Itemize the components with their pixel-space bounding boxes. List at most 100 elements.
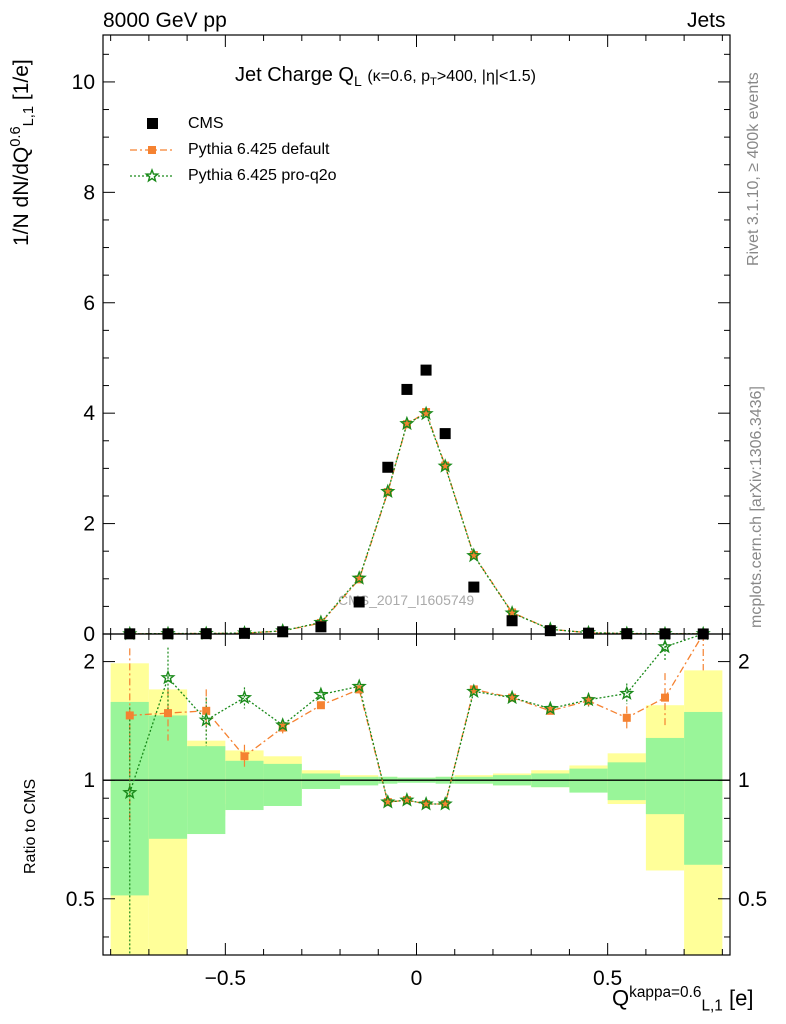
ratio-marker-proq2o <box>198 712 214 727</box>
x-tick-label: −0.5 <box>205 967 246 990</box>
ratio-marker-proq2o <box>619 685 635 700</box>
ratio-marker-default <box>622 713 631 722</box>
marker-cms <box>353 596 365 608</box>
title-cond-1: (κ=0.6, p <box>367 68 431 85</box>
ratio-marker-default <box>202 706 211 715</box>
ratio-marker-proq2o <box>380 794 396 809</box>
y-tick-label-main: 6 <box>83 292 95 315</box>
y-tick-label-ratio: 1 <box>83 769 95 792</box>
marker-default <box>402 420 411 429</box>
x-tick-label: 0.5 <box>593 967 622 990</box>
marker-default <box>508 608 517 617</box>
marker-proq2o <box>351 570 367 585</box>
ratio-marker-proq2o <box>351 678 367 693</box>
marker-proq2o <box>380 483 396 498</box>
x-axis-label: Qkappa=0.6L,1 [e] <box>612 984 753 1016</box>
ratio-marker-default <box>125 711 134 720</box>
ratio-marker-proq2o <box>657 638 673 654</box>
header-process: Jets <box>687 9 726 32</box>
band-inner-bin <box>645 737 685 815</box>
ratio-marker-default <box>441 800 450 809</box>
series-line-proq2o <box>129 412 704 635</box>
marker-proq2o <box>418 405 434 421</box>
marker-cms <box>420 364 432 376</box>
header-energy: 8000 GeV pp <box>103 9 227 32</box>
ratio-marker-proq2o <box>418 795 434 811</box>
ratio-marker-default <box>469 685 478 694</box>
legend-symbol-cms <box>147 118 158 129</box>
marker-default <box>469 551 478 560</box>
ratio-marker-proq2o <box>160 669 176 685</box>
legend-label-proq2o: Pythia 6.425 pro-q2o <box>188 167 337 184</box>
y-tick-label-main: 0 <box>83 623 95 646</box>
band-inner-bin <box>187 746 226 835</box>
x-label-a: Q <box>612 985 630 1011</box>
ratio-marker-default <box>661 693 670 702</box>
marker-cms <box>506 615 518 627</box>
marker-default <box>441 461 450 470</box>
legend-symbol-proq2o <box>144 168 160 183</box>
marker-cms <box>277 626 289 638</box>
ratio-marker-default <box>240 752 249 761</box>
marker-cms <box>238 627 250 639</box>
x-tick-label: 0 <box>411 967 423 990</box>
marker-cms <box>382 461 394 473</box>
marker-proq2o <box>466 547 482 563</box>
title-main-sub: L <box>353 73 362 89</box>
ratio-marker-default <box>316 701 325 710</box>
band-inner-bin <box>225 760 264 811</box>
ratio-marker-proq2o <box>437 796 453 811</box>
marker-cms <box>583 627 595 639</box>
y-tick-label-main: 2 <box>83 513 95 536</box>
ratio-marker-proq2o <box>275 717 291 732</box>
x-label-sub: L,1 <box>701 997 723 1015</box>
ratio-marker-default <box>584 696 593 705</box>
marker-default <box>383 488 392 497</box>
title-cond: (κ=0.6, pT>400, |η|<1.5) <box>367 68 536 88</box>
y-tick-label-main: 8 <box>83 181 95 204</box>
analysis-watermark: CMS_2017_I1605749 <box>338 592 475 608</box>
marker-default <box>422 408 431 417</box>
ratio-line-default <box>129 633 704 805</box>
band-inner-bin <box>263 763 302 806</box>
ratio-marker-proq2o <box>580 691 597 707</box>
y-tick-label-ratio: 2 <box>83 651 95 674</box>
title-cond-2: >400, |η|<1.5) <box>436 68 536 85</box>
ratio-marker-proq2o <box>466 683 482 698</box>
y-tick-label-ratio: 0.5 <box>66 888 95 911</box>
ratio-marker-default <box>383 798 392 807</box>
band-inner-bin <box>340 776 379 786</box>
marker-cms <box>439 428 451 440</box>
ratio-marker-default <box>422 800 431 809</box>
y-tick-label-main: 10 <box>72 71 95 94</box>
marker-proq2o <box>399 415 415 431</box>
y-tick-label-ratio-right: 2 <box>738 651 750 674</box>
plot-title: Jet Charge QL (κ=0.6, pT>400, |η|<1.5) <box>235 64 536 89</box>
x-label-b: [e] <box>722 985 754 1011</box>
ratio-marker-proq2o <box>399 792 415 807</box>
band-inner-bin <box>301 773 341 789</box>
marker-cms <box>315 621 327 633</box>
band-inner-bin <box>607 762 646 801</box>
marker-cms <box>544 625 556 637</box>
ratio-marker-default <box>402 796 411 805</box>
y-tick-label-main: 4 <box>83 402 95 425</box>
ratio-marker-proq2o <box>236 689 253 705</box>
ratio-marker-proq2o <box>504 689 520 705</box>
legend-label-cms: CMS <box>188 115 224 132</box>
marker-default <box>355 575 364 584</box>
band-inner-bin <box>684 711 723 865</box>
series-line-default <box>129 411 704 635</box>
legend-label-default: Pythia 6.425 default <box>188 141 330 158</box>
ratio-marker-default <box>508 693 517 702</box>
ratio-marker-proq2o <box>122 784 138 800</box>
title-main: Jet Charge Q <box>235 64 354 86</box>
marker-cms <box>468 581 480 593</box>
y-tick-label-ratio-right: 1 <box>738 769 750 792</box>
marker-proq2o <box>437 458 453 473</box>
y-tick-label-ratio-right: 0.5 <box>738 888 767 911</box>
main-plot-frame <box>102 34 731 635</box>
legend-symbol-default <box>148 146 156 154</box>
x-label-sup: kappa=0.6 <box>629 984 702 1001</box>
